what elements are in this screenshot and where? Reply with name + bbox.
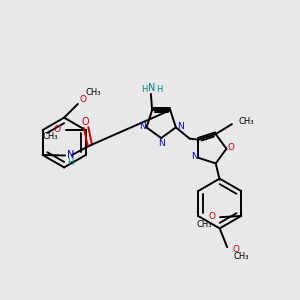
Text: N: N bbox=[158, 139, 165, 148]
Text: H: H bbox=[68, 158, 74, 167]
Text: O: O bbox=[232, 245, 239, 254]
Text: H: H bbox=[142, 85, 148, 94]
Text: O: O bbox=[54, 125, 61, 134]
Text: O: O bbox=[81, 117, 89, 127]
Text: O: O bbox=[208, 212, 215, 221]
Text: CH₃: CH₃ bbox=[234, 252, 249, 261]
Text: CH₃: CH₃ bbox=[43, 132, 58, 141]
Text: CH₃: CH₃ bbox=[239, 117, 254, 126]
Text: N: N bbox=[139, 122, 145, 131]
Text: N: N bbox=[68, 151, 75, 160]
Text: O: O bbox=[227, 143, 234, 152]
Text: H: H bbox=[156, 85, 163, 94]
Text: CH₃: CH₃ bbox=[196, 220, 212, 229]
Text: N: N bbox=[190, 152, 197, 161]
Text: N: N bbox=[177, 122, 184, 131]
Text: CH₃: CH₃ bbox=[85, 88, 100, 97]
Text: N: N bbox=[148, 83, 156, 94]
Text: O: O bbox=[80, 95, 87, 104]
